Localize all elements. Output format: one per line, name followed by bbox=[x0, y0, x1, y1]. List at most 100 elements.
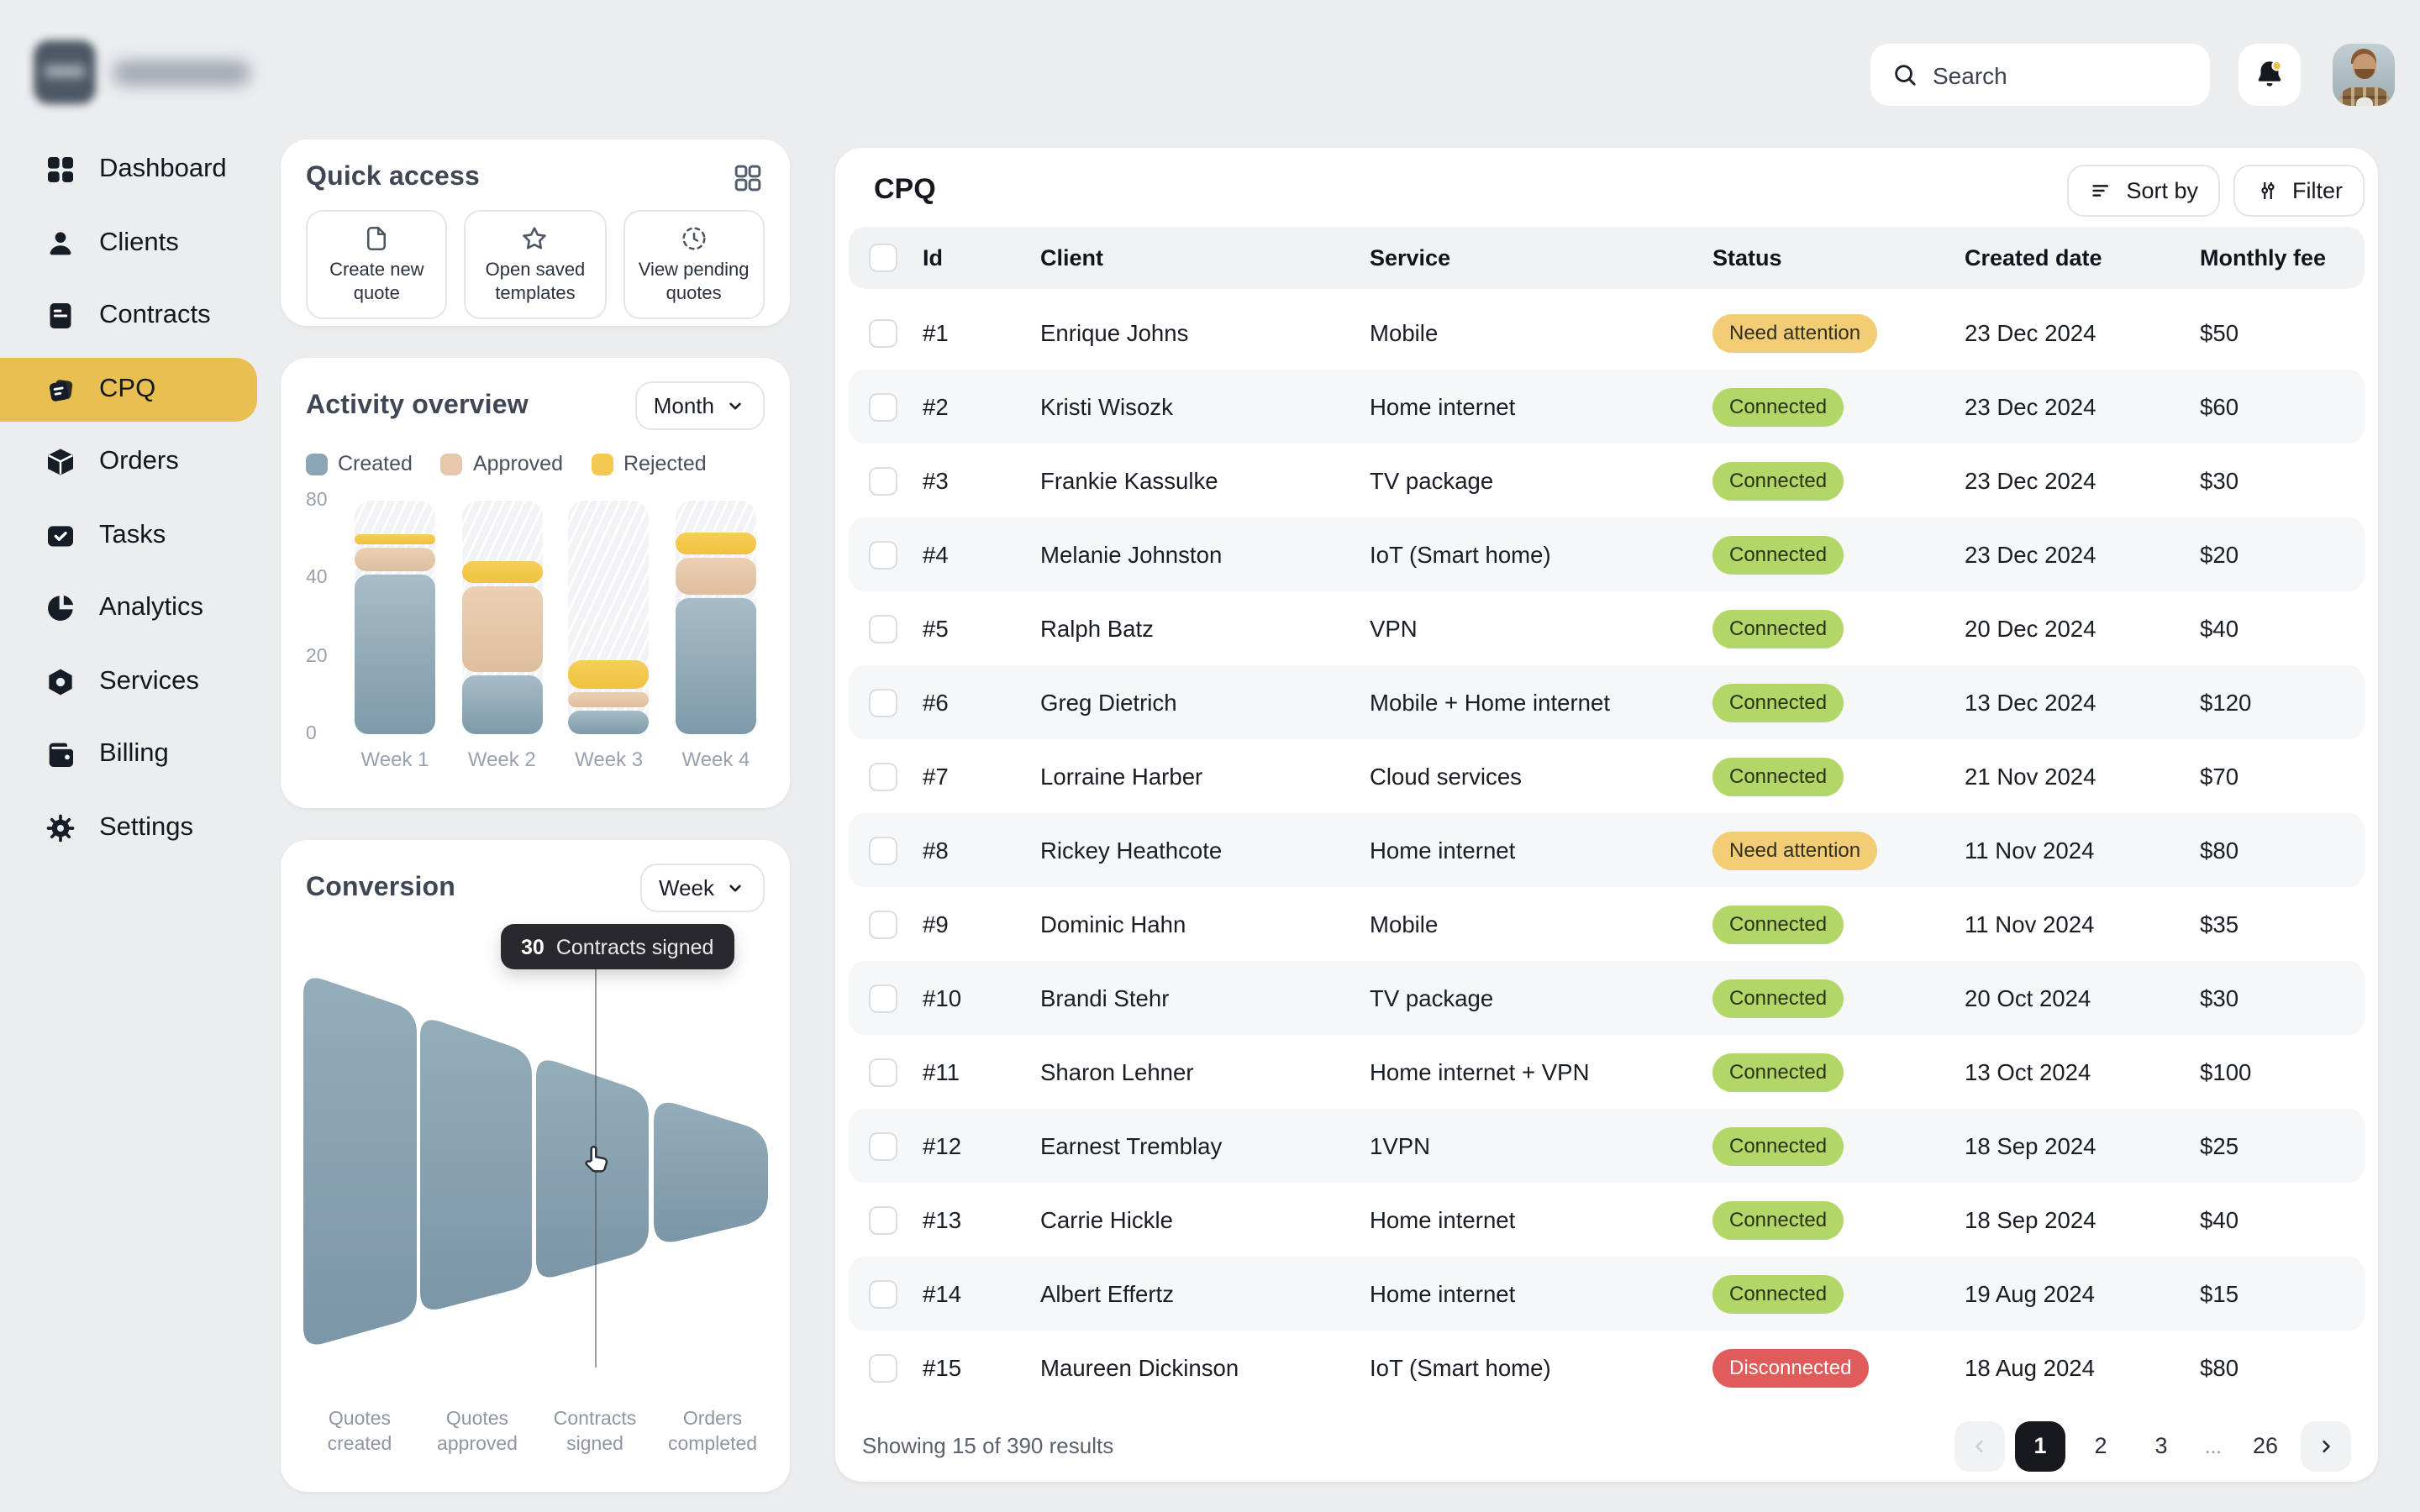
status-badge: Need attention bbox=[1712, 313, 1878, 352]
sidebar-item-label: Analytics bbox=[99, 593, 204, 622]
row-checkbox[interactable] bbox=[869, 836, 897, 864]
cell-created-date: 20 Oct 2024 bbox=[1965, 985, 2091, 1011]
table-row[interactable]: #12 Earnest Tremblay 1VPN Connected 18 Sep 2… bbox=[849, 1109, 2365, 1183]
row-checkbox[interactable] bbox=[869, 688, 897, 717]
sort-by-button[interactable]: Sort by bbox=[2067, 164, 2220, 216]
conversion-range-select[interactable]: Week bbox=[640, 864, 765, 912]
funnel-stage-labels: Quotes created Quotes approved Contracts s… bbox=[301, 1408, 771, 1458]
table-row[interactable]: #15 Maureen Dickinson IoT (Smart home) Disc… bbox=[849, 1331, 2365, 1404]
row-checkbox[interactable] bbox=[869, 1279, 897, 1308]
quick-action-label: Open saved templates bbox=[485, 260, 586, 304]
cell-status: Disconnected bbox=[1712, 1348, 1965, 1387]
table-row[interactable]: #3 Frankie Kassulke TV package Connected 23 … bbox=[849, 444, 2365, 517]
cell-service: Home internet bbox=[1370, 394, 1516, 419]
sidebar-item-cpq[interactable]: CPQ bbox=[0, 357, 257, 421]
page-button-1[interactable]: 1 bbox=[2015, 1420, 2065, 1471]
funnel-segment-quotes-created[interactable] bbox=[303, 978, 417, 1345]
funnel-segment-quotes-approved[interactable] bbox=[420, 1020, 532, 1310]
table-row[interactable]: #10 Brandi Stehr TV package Connected 20 Oct… bbox=[849, 961, 2365, 1035]
table-row[interactable]: #6 Greg Dietrich Mobile + Home internet Con… bbox=[849, 665, 2365, 739]
table-row[interactable]: #11 Sharon Lehner Home internet + VPN Conne… bbox=[849, 1035, 2365, 1109]
funnel-stage-label: Quotes created bbox=[327, 1410, 392, 1455]
row-checkbox[interactable] bbox=[869, 984, 897, 1012]
cell-created-date: 18 Aug 2024 bbox=[1965, 1355, 2095, 1380]
row-checkbox[interactable] bbox=[869, 762, 897, 790]
search-input[interactable] bbox=[1933, 61, 2168, 88]
cell-created-date: 23 Dec 2024 bbox=[1965, 394, 2096, 419]
select-all-checkbox[interactable] bbox=[869, 244, 897, 272]
bell-icon bbox=[2252, 57, 2287, 92]
column-header-client: Client bbox=[1040, 245, 1104, 270]
cell-service: IoT (Smart home) bbox=[1370, 1355, 1551, 1380]
chevron-down-icon bbox=[724, 877, 746, 899]
table-row[interactable]: #7 Lorraine Harber Cloud services Connected… bbox=[849, 739, 2365, 813]
user-avatar[interactable] bbox=[2333, 44, 2395, 106]
cell-created-date: 21 Nov 2024 bbox=[1965, 764, 2096, 789]
cell-service: Home internet + VPN bbox=[1370, 1059, 1590, 1084]
table-row[interactable]: #9 Dominic Hahn Mobile Connected 11 Nov 2024… bbox=[849, 887, 2365, 961]
page-button-26[interactable]: 26 bbox=[2240, 1420, 2291, 1471]
quick-action-open-saved-templates[interactable]: Open saved templates bbox=[464, 210, 607, 318]
quick-action-view-pending-quotes[interactable]: View pending quotes bbox=[623, 210, 765, 318]
table-row[interactable]: #14 Albert Effertz Home internet Connected 1… bbox=[849, 1257, 2365, 1331]
row-checkbox[interactable] bbox=[869, 466, 897, 495]
status-badge: Connected bbox=[1712, 461, 1844, 500]
row-checkbox[interactable] bbox=[869, 1353, 897, 1382]
sidebar-item-clients[interactable]: Clients bbox=[0, 211, 257, 275]
cell-client: Ralph Batz bbox=[1040, 616, 1154, 641]
legend-item-created: Created bbox=[306, 452, 413, 475]
column-header-monthly-fee: Monthly fee bbox=[2200, 245, 2327, 270]
page-button-2[interactable]: 2 bbox=[2075, 1420, 2126, 1471]
y-tick-label: 20 bbox=[306, 646, 328, 667]
row-checkbox[interactable] bbox=[869, 614, 897, 643]
cell-monthly-fee: $15 bbox=[2200, 1281, 2239, 1306]
cell-created-date: 11 Nov 2024 bbox=[1965, 911, 2095, 937]
filter-button[interactable]: Filter bbox=[2233, 164, 2365, 216]
sidebar-item-analytics[interactable]: Analytics bbox=[0, 576, 257, 640]
bar-segment-rejected bbox=[461, 560, 543, 583]
sidebar-item-dashboard[interactable]: Dashboard bbox=[0, 138, 257, 202]
bar-segment-rejected bbox=[675, 532, 756, 554]
sidebar-item-orders[interactable]: Orders bbox=[0, 430, 257, 494]
row-checkbox[interactable] bbox=[869, 540, 897, 569]
funnel-segment-orders-completed[interactable] bbox=[654, 1102, 768, 1242]
bar-segment-approved bbox=[461, 585, 543, 673]
legend-swatch bbox=[306, 453, 328, 475]
row-checkbox[interactable] bbox=[869, 910, 897, 938]
notifications-button[interactable] bbox=[2238, 44, 2301, 106]
row-checkbox[interactable] bbox=[869, 1131, 897, 1160]
activity-range-select[interactable]: Month bbox=[634, 381, 765, 430]
sidebar-item-settings[interactable]: Settings bbox=[0, 795, 257, 859]
sidebar-item-label: CPQ bbox=[99, 374, 156, 402]
row-checkbox[interactable] bbox=[869, 392, 897, 421]
cell-client: Frankie Kassulke bbox=[1040, 468, 1218, 493]
quick-action-create-new-quote[interactable]: Create new quote bbox=[306, 210, 448, 318]
results-summary: Showing 15 of 390 results bbox=[862, 1433, 1114, 1458]
cell-service: Home internet bbox=[1370, 1281, 1516, 1306]
row-checkbox[interactable] bbox=[869, 1205, 897, 1234]
page-button-3[interactable]: 3 bbox=[2136, 1420, 2186, 1471]
table-row[interactable]: #4 Melanie Johnston IoT (Smart home) Connec… bbox=[849, 517, 2365, 591]
table-row[interactable]: #1 Enrique Johns Mobile Need attention 23 De… bbox=[849, 296, 2365, 370]
next-page-button[interactable] bbox=[2301, 1420, 2351, 1471]
funnel-stage-label: Contracts signed bbox=[553, 1410, 637, 1455]
cell-created-date: 23 Dec 2024 bbox=[1965, 542, 2096, 567]
previous-page-button[interactable] bbox=[1954, 1420, 2005, 1471]
sidebar-item-tasks[interactable]: Tasks bbox=[0, 503, 257, 567]
cell-client: Brandi Stehr bbox=[1040, 985, 1170, 1011]
table-row[interactable]: #13 Carrie Hickle Home internet Connected 18… bbox=[849, 1183, 2365, 1257]
apps-grid-icon[interactable] bbox=[731, 161, 765, 195]
sidebar-item-services[interactable]: Services bbox=[0, 649, 257, 713]
table-row[interactable]: #5 Ralph Batz VPN Connected 20 Dec 2024 $40 bbox=[849, 591, 2365, 665]
sidebar-item-contracts[interactable]: Contracts bbox=[0, 284, 257, 348]
row-checkbox[interactable] bbox=[869, 318, 897, 347]
table-row[interactable]: #8 Rickey Heathcote Home internet Need atte… bbox=[849, 813, 2365, 887]
cell-service: TV package bbox=[1370, 468, 1494, 493]
sidebar-item-billing[interactable]: Billing bbox=[0, 722, 257, 786]
x-axis-label: Week 3 bbox=[575, 748, 644, 771]
table-row[interactable]: #2 Kristi Wisozk Home internet Connected 23 … bbox=[849, 370, 2365, 444]
cell-status: Connected bbox=[1712, 683, 1965, 722]
row-checkbox[interactable] bbox=[869, 1058, 897, 1086]
cell-service: 1VPN bbox=[1370, 1133, 1431, 1158]
cell-client: Melanie Johnston bbox=[1040, 542, 1223, 567]
